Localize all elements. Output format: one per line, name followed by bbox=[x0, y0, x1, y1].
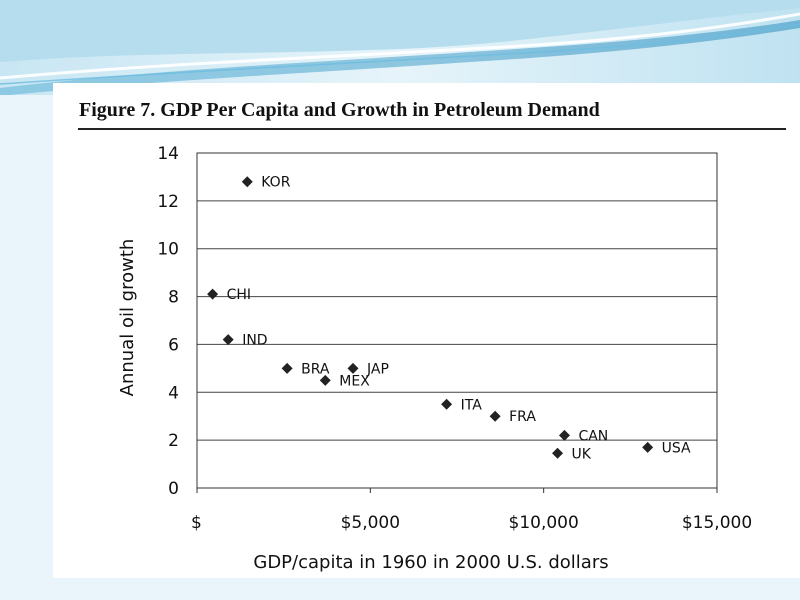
figure-title: Figure 7. GDP Per Capita and Growth in P… bbox=[79, 99, 600, 121]
point-label-bra: BRA bbox=[301, 361, 330, 377]
y-tick-label: 8 bbox=[168, 288, 179, 308]
title-rule bbox=[78, 128, 786, 130]
x-tick-label: $ bbox=[191, 513, 202, 533]
data-point-usa bbox=[642, 441, 654, 453]
y-tick-label: 14 bbox=[157, 144, 179, 164]
point-label-fra: FRA bbox=[509, 409, 536, 425]
header-wave-accent bbox=[0, 20, 800, 95]
y-tick-label: 4 bbox=[168, 383, 179, 403]
tick-layer: 0 2 4 6 8 10 12 14 $ $5,000 $10,000 $15,000 bbox=[157, 144, 752, 533]
point-label-uk: UK bbox=[572, 446, 592, 462]
data-point-jap bbox=[347, 362, 359, 374]
data-point-ind bbox=[222, 334, 234, 346]
point-label-can: CAN bbox=[578, 428, 608, 444]
y-axis-label: Annual oil growth bbox=[117, 239, 138, 397]
point-label-ita: ITA bbox=[461, 397, 483, 413]
data-point-fra bbox=[489, 410, 501, 422]
x-tick-label: $15,000 bbox=[682, 513, 752, 533]
x-tick-label: $5,000 bbox=[341, 513, 400, 533]
header-wave-line bbox=[0, 12, 800, 80]
point-label-usa: USA bbox=[662, 440, 691, 456]
point-label-ind: IND bbox=[242, 333, 267, 349]
y-tick-label: 0 bbox=[168, 479, 179, 499]
data-point-bra bbox=[281, 362, 293, 374]
point-label-jap: JAP bbox=[366, 361, 389, 377]
data-point-mex bbox=[319, 374, 331, 386]
data-point-kor bbox=[241, 176, 253, 188]
grid-layer bbox=[197, 152, 717, 489]
x-tick-label: $10,000 bbox=[509, 513, 579, 533]
x-axis-label: GDP/capita in 1960 in 2000 U.S. dollars bbox=[253, 552, 608, 573]
y-tick-label: 6 bbox=[168, 335, 179, 355]
header-wave-dark bbox=[0, 0, 800, 62]
y-tick-label: 10 bbox=[157, 240, 179, 260]
data-point-uk bbox=[552, 447, 564, 459]
data-point-chi bbox=[207, 288, 219, 300]
plot-frame bbox=[196, 152, 718, 489]
y-tick-label: 12 bbox=[157, 192, 179, 212]
data-point-ita bbox=[441, 398, 453, 410]
data-point-can bbox=[558, 429, 570, 441]
point-label-chi: CHI bbox=[227, 287, 251, 303]
scatter-chart: 0 2 4 6 8 10 12 14 $ $5,000 $10,000 $15,000 KOR CHI I… bbox=[117, 144, 752, 573]
figure-panel: Figure 7. GDP Per Capita and Growth in P… bbox=[53, 83, 800, 578]
slide-header-waves bbox=[0, 0, 800, 95]
point-label-kor: KOR bbox=[261, 175, 290, 191]
y-tick-label: 2 bbox=[168, 431, 179, 451]
header-wave-line-2 bbox=[0, 23, 800, 85]
point-label-mex: MEX bbox=[339, 373, 370, 389]
